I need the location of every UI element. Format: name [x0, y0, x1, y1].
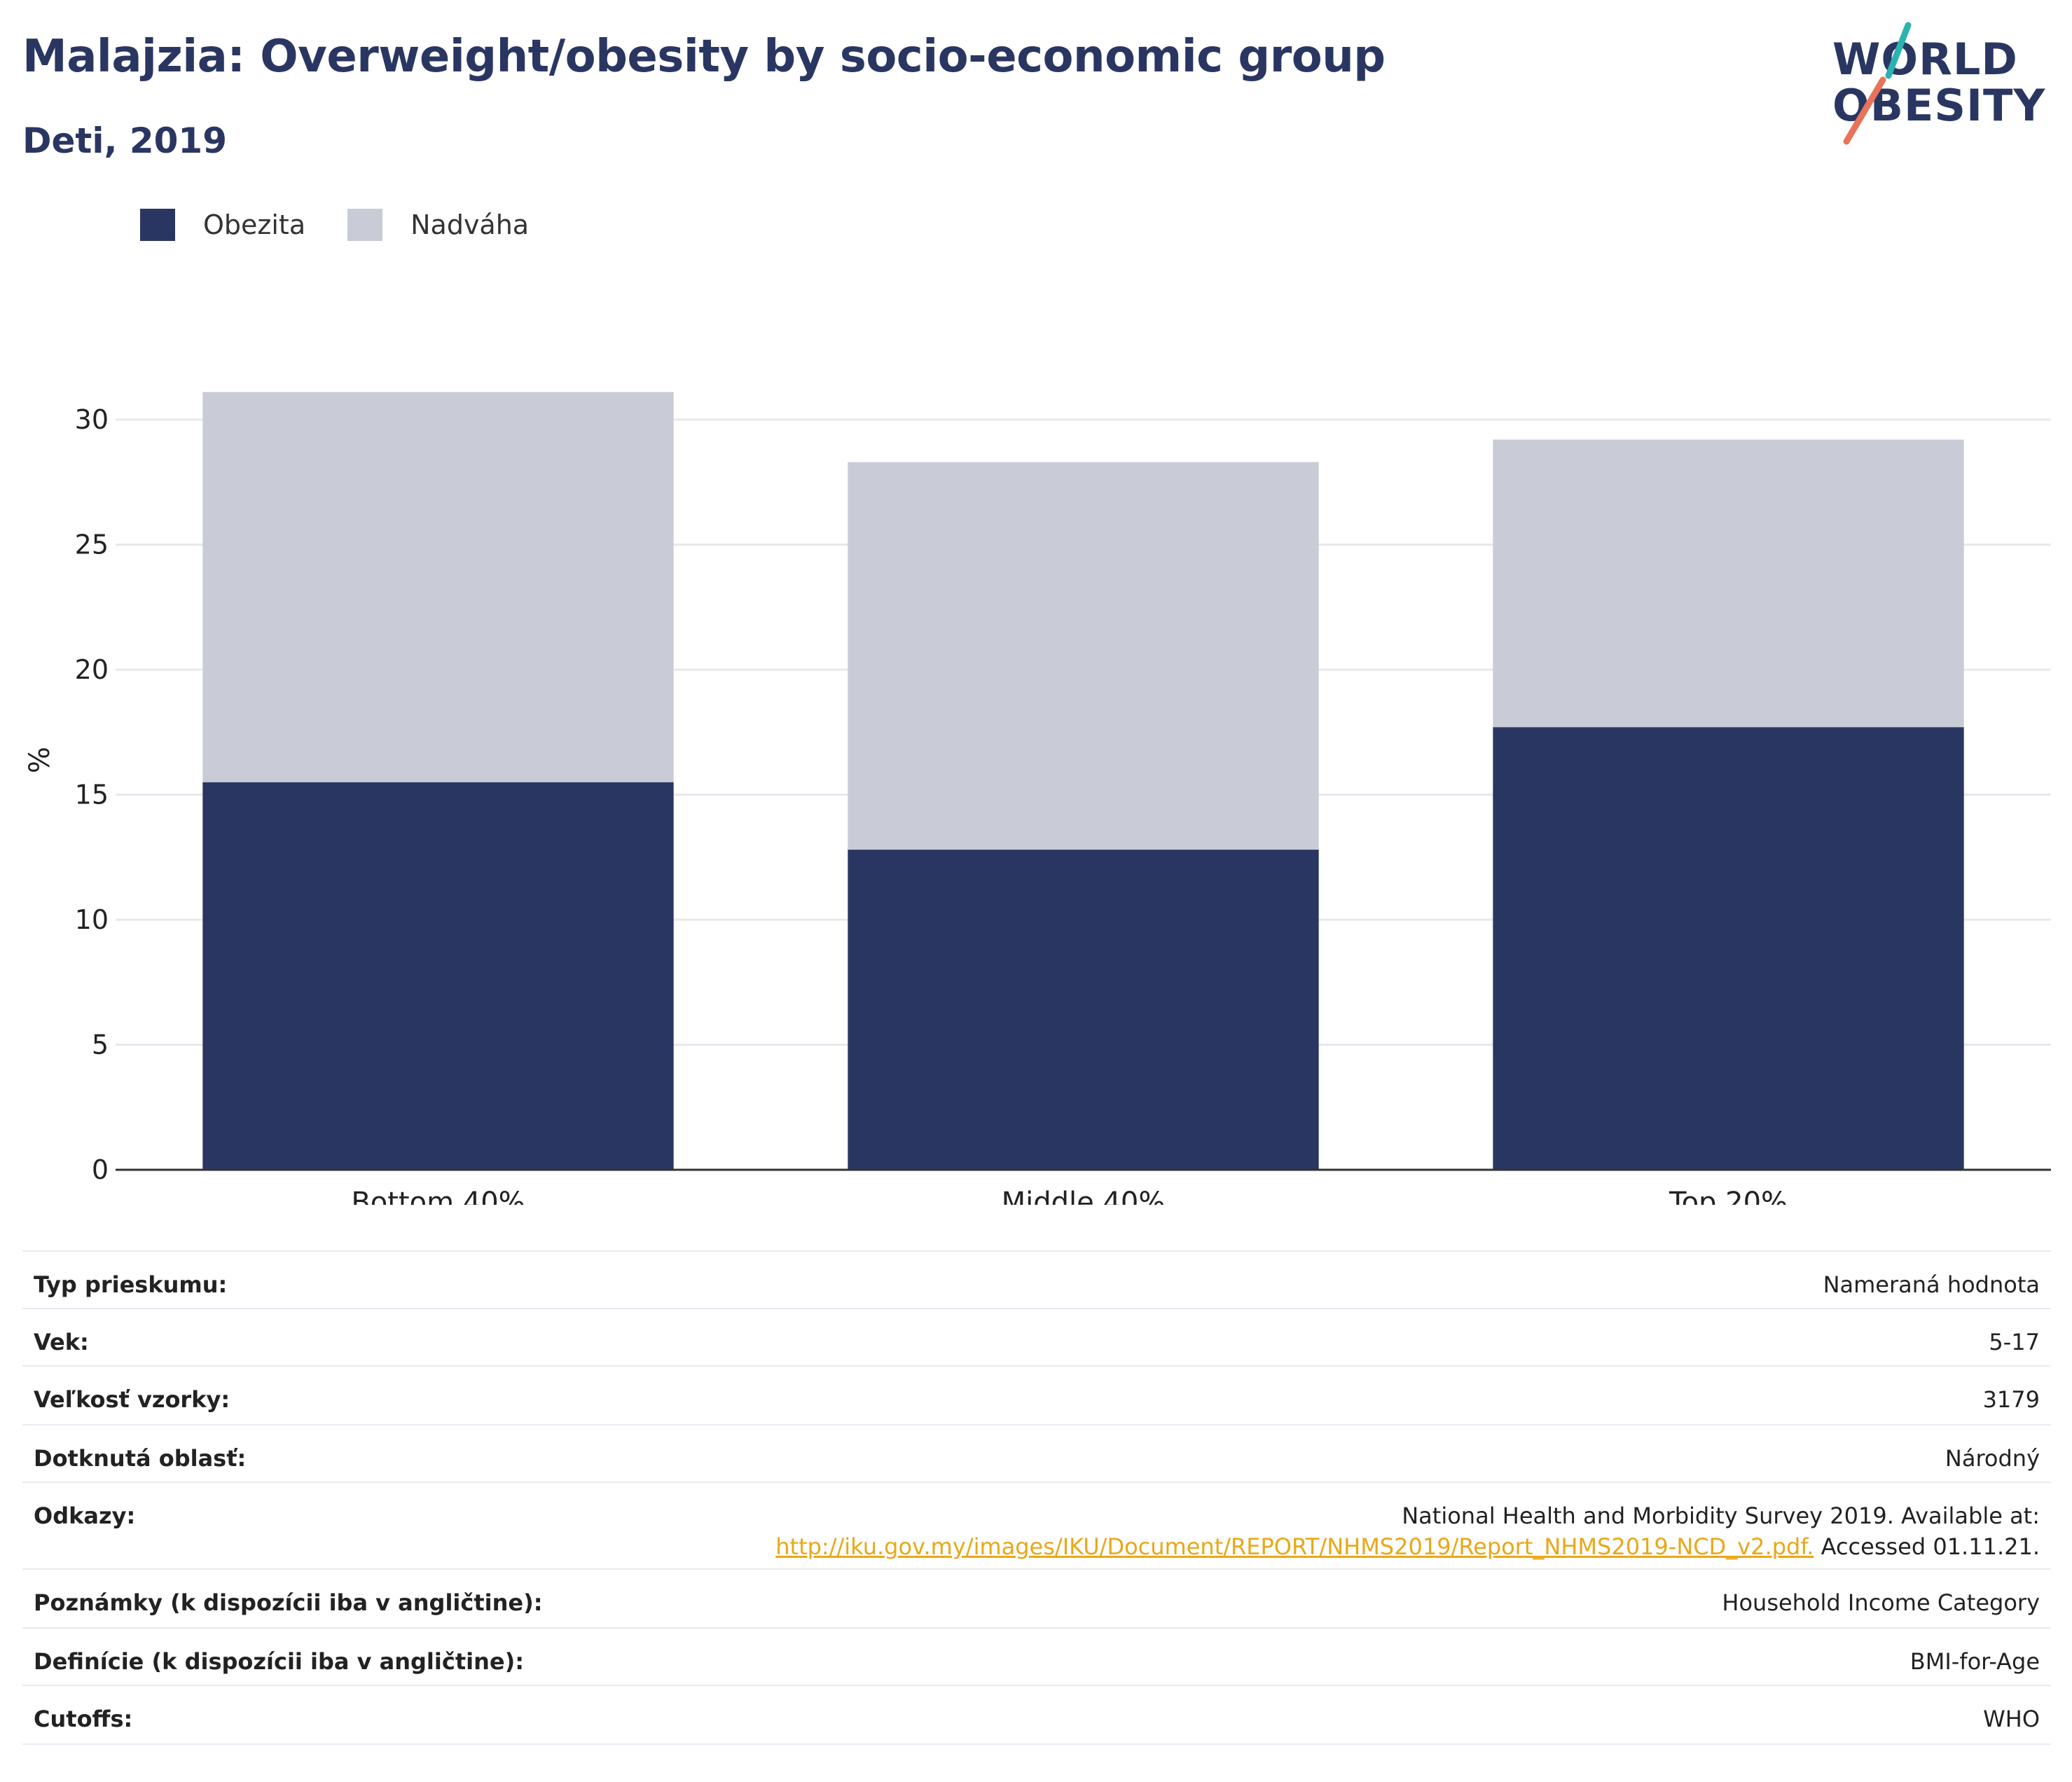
y-tick-label-5: 5: [92, 1030, 109, 1061]
logo-line1: WORLD: [1832, 34, 2018, 85]
meta-label: Dotknutá oblasť:: [34, 1445, 247, 1472]
y-tick-label-0: 0: [92, 1154, 109, 1185]
legend-item-obesity[interactable]: Obezita: [140, 209, 305, 241]
legend-item-overweight[interactable]: Nadváha: [347, 209, 529, 241]
x-tick-label-3: Top 20%: [1669, 1187, 1788, 1205]
meta-row: Typ prieskumu: Nameraná hodnota: [22, 1250, 2051, 1309]
meta-value: 5-17: [1989, 1329, 2040, 1355]
meta-value: Household Income Category: [1722, 1589, 2040, 1616]
meta-row: Veľkosť vzorky: 3179: [22, 1367, 2051, 1425]
meta-label: Vek:: [34, 1329, 89, 1355]
meta-value: WHO: [1983, 1706, 2040, 1732]
reference-text: National Health and Morbidity Survey 201…: [1402, 1503, 2040, 1529]
meta-value: 3179: [1982, 1386, 2040, 1413]
chart-subtitle: Deti, 2019: [22, 120, 228, 161]
y-tick-label-20: 20: [75, 654, 109, 685]
meta-value: BMI-for-Age: [1909, 1648, 2040, 1675]
legend-label-obesity: Obezita: [203, 209, 306, 240]
bar-overweight-2: [848, 462, 1319, 850]
meta-value: Nameraná hodnota: [1823, 1271, 2040, 1298]
bar-overweight-1: [202, 392, 674, 782]
y-tick-label-30: 30: [75, 404, 109, 435]
legend-swatch-overweight: [347, 209, 383, 241]
meta-row: Dotknutá oblasť: Národný: [22, 1425, 2051, 1483]
bar-overweight-3: [1493, 439, 1964, 728]
reference-link[interactable]: http://iku.gov.my/images/IKU/Document/RE…: [775, 1533, 1814, 1560]
bar-obesity-3: [1493, 727, 1964, 1170]
meta-row: Poznámky (k dispozícii iba v angličtine)…: [22, 1570, 2051, 1629]
x-tick-label-2: Middle 40%: [1002, 1187, 1166, 1205]
bar-obesity-2: [848, 850, 1319, 1170]
meta-label: Odkazy:: [34, 1503, 136, 1529]
logo-slash-icon: [1843, 22, 1912, 145]
y-tick-label-15: 15: [75, 780, 109, 810]
meta-value: Národný: [1945, 1445, 2040, 1472]
meta-row: Cutoffs: WHO: [22, 1686, 2051, 1745]
meta-label: Veľkosť vzorky:: [34, 1386, 230, 1413]
chart-title: Malajzia: Overweight/obesity by socio-ec…: [22, 31, 1386, 83]
meta-label: Definície (k dispozícii iba v angličtine…: [34, 1648, 524, 1675]
meta-value: National Health and Morbidity Survey 201…: [775, 1483, 2040, 1560]
y-tick-label-25: 25: [75, 530, 109, 560]
bar-chart: 0 5 10 15 20 25 30 Bottom 40% Middle 40% Top 20%: [75, 392, 2051, 1205]
meta-row: Odkazy: National Health and Morbidity Sur…: [22, 1483, 2051, 1570]
bar-obesity-1: [202, 782, 674, 1170]
reference-accessed: Accessed 01.11.21.: [1814, 1533, 2040, 1560]
survey-metadata-table: Typ prieskumu: Nameraná hodnota Vek: 5-17 Ve…: [22, 1250, 2051, 1745]
meta-label: Poznámky (k dispozícii iba v angličtine)…: [34, 1589, 543, 1616]
legend-label-overweight: Nadváha: [410, 209, 530, 240]
y-tick-label-10: 10: [75, 904, 109, 935]
world-obesity-logo: WORLD OBESITY: [1821, 21, 2059, 147]
meta-row: Vek: 5-17: [22, 1309, 2051, 1367]
chart-legend: Obezita Nadváha: [140, 209, 571, 241]
legend-swatch-obesity: [140, 209, 175, 241]
x-tick-label-1: Bottom 40%: [351, 1187, 525, 1205]
meta-label: Typ prieskumu:: [34, 1271, 228, 1298]
meta-label: Cutoffs:: [34, 1706, 133, 1732]
meta-row: Definície (k dispozícii iba v angličtine…: [22, 1629, 2051, 1686]
